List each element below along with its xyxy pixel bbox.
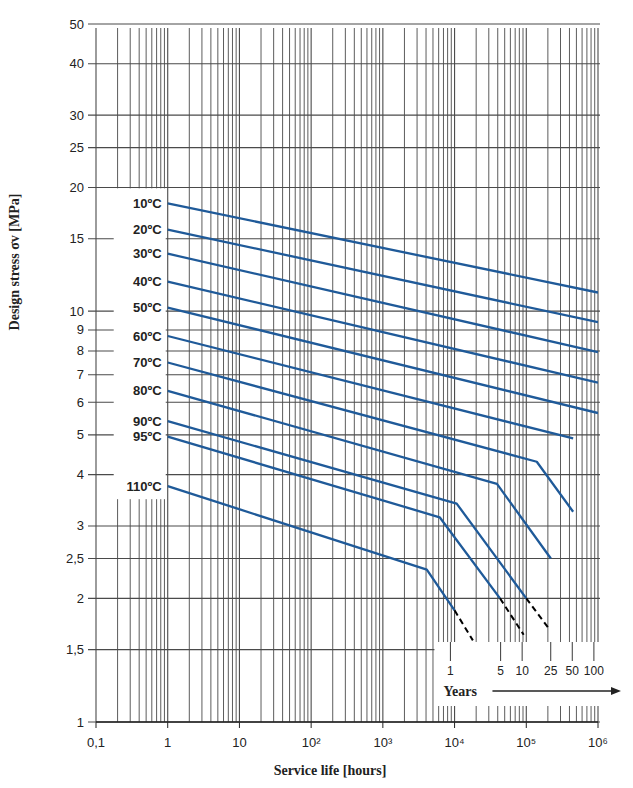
series-label: 110ºC	[127, 479, 163, 494]
x-tick	[239, 722, 240, 728]
years-tick-label: 50	[566, 664, 580, 678]
y-grid-line	[88, 23, 600, 24]
years-tick-label: 1	[447, 664, 454, 678]
years-tick	[522, 642, 523, 661]
series-line	[168, 282, 598, 383]
x-tick	[167, 722, 168, 728]
series-line	[168, 254, 598, 352]
series-label: 30ºC	[133, 246, 162, 261]
x-tick	[382, 722, 383, 728]
y-tick-label: 30	[70, 108, 84, 123]
series-label: 50ºC	[133, 300, 162, 315]
years-tick	[500, 642, 501, 661]
y-tick-label: 1	[77, 715, 84, 730]
x-tick	[598, 722, 599, 728]
chart: 0,111010²10³10⁴10⁵10⁶11,522,534567891015…	[0, 0, 633, 788]
years-arrow-head	[611, 687, 621, 695]
series-label: 20ºC	[133, 222, 162, 237]
y-tick-label: 4	[77, 467, 84, 482]
years-label: Years	[443, 684, 477, 699]
y-tick-label: 40	[70, 56, 84, 71]
y-tick-label: 6	[77, 395, 84, 410]
y-tick-label: 3	[77, 518, 84, 533]
x-tick	[311, 722, 312, 728]
series-label: 90ºC	[133, 414, 162, 429]
x-tick-label: 10³	[373, 735, 392, 750]
y-grid-line	[88, 598, 600, 599]
series-line	[168, 308, 598, 413]
y-tick-label: 2,5	[66, 551, 84, 566]
y-axis-title: Design stress σv [MPa]	[7, 194, 22, 331]
years-tick	[572, 642, 573, 661]
x-tick	[454, 722, 455, 728]
series-line	[455, 610, 473, 640]
y-tick-label: 9	[77, 322, 84, 337]
series-label: 95ºC	[133, 429, 162, 444]
series-label: 60ºC	[133, 329, 162, 344]
y-grid-line	[88, 115, 600, 116]
series-line	[168, 336, 573, 438]
years-tick	[593, 642, 594, 661]
y-tick-label: 20	[70, 180, 84, 195]
y-grid-line	[88, 721, 600, 722]
x-tick-label: 10	[232, 735, 246, 750]
y-tick-label: 10	[70, 304, 84, 319]
years-tick-label: 5	[497, 664, 504, 678]
y-tick-label: 1,5	[66, 642, 84, 657]
x-tick	[96, 722, 97, 728]
background	[0, 0, 633, 788]
y-grid-line	[88, 147, 600, 148]
years-box	[434, 642, 601, 706]
x-axis-title: Service life [hours]	[274, 763, 387, 778]
years-tick-label: 25	[544, 664, 558, 678]
series-line	[168, 362, 573, 511]
series-line	[168, 421, 527, 598]
years-tick	[550, 642, 551, 661]
years-arrow	[492, 690, 614, 691]
series-line	[526, 598, 548, 627]
series-line	[500, 598, 524, 635]
grid	[88, 24, 600, 728]
x-tick-label: 0,1	[87, 735, 105, 750]
series-line	[168, 203, 598, 292]
x-tick-label: 1	[164, 735, 171, 750]
series-group	[168, 203, 598, 640]
x-tick	[526, 722, 527, 728]
y-grid-line	[88, 525, 600, 526]
y-grid-line	[88, 63, 600, 64]
x-tick-label: 10⁵	[516, 735, 536, 750]
series-line	[168, 437, 500, 599]
y-tick-label: 8	[77, 343, 84, 358]
series-line	[168, 230, 598, 323]
y-tick-label: 7	[77, 367, 84, 382]
y-tick-label: 15	[70, 231, 84, 246]
y-tick-label: 2	[77, 591, 84, 606]
years-tick-label: 10	[515, 664, 529, 678]
label-background	[114, 188, 166, 499]
y-grid-line	[88, 187, 600, 188]
y-tick-label: 50	[70, 17, 84, 32]
y-grid-line	[88, 558, 600, 559]
series-label: 70ºC	[133, 355, 162, 370]
years-tick-label: 100	[584, 664, 604, 678]
y-tick-label: 5	[77, 427, 84, 442]
series-label: 10ºC	[133, 196, 162, 211]
series-line	[168, 486, 455, 610]
x-tick-label: 10⁴	[445, 735, 465, 750]
x-tick-label: 10²	[302, 735, 321, 750]
years-tick	[450, 642, 451, 661]
series-label: 40ºC	[133, 274, 162, 289]
y-tick-label: 25	[70, 140, 84, 155]
x-tick-label: 10⁶	[588, 735, 608, 750]
series-label: 80ºC	[133, 383, 162, 398]
x-axis-line	[96, 721, 598, 722]
